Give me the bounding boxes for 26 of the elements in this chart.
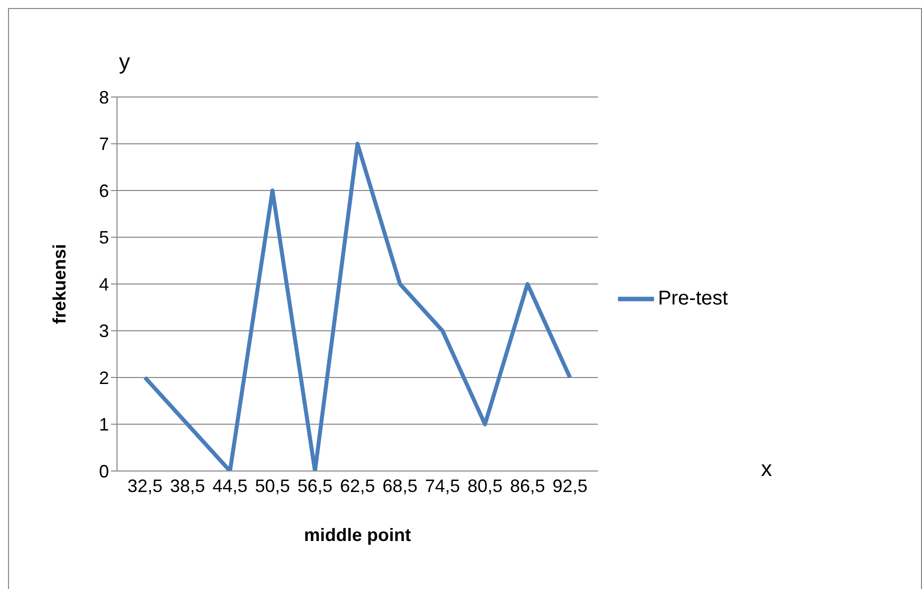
y-tick-label: 5 (98, 228, 109, 248)
y-tick-label: 4 (98, 274, 109, 294)
y-tick-label: 6 (98, 180, 109, 201)
x-tick-label: 92,5 (552, 476, 588, 496)
x-axis-title: middle point (304, 525, 411, 545)
line-series (143, 142, 572, 471)
x-tick-label: 80,5 (467, 476, 502, 496)
x-tick-label: 32,5 (127, 476, 163, 496)
y-tick-label: 8 (98, 87, 109, 108)
y-tick-label: 0 (98, 461, 109, 482)
x-tick-label: 62,5 (340, 476, 376, 496)
y-axis-title: frekuensi (49, 244, 70, 324)
x-tick-label: 68,5 (382, 476, 418, 496)
x-tick-label: 74,5 (424, 476, 460, 496)
x-tick-label: 38,5 (170, 476, 206, 496)
x-tick-label: 56,5 (297, 476, 333, 496)
y-tick-label: 2 (98, 368, 109, 388)
y-tick-label: 3 (98, 321, 109, 342)
y-tick-label: 1 (98, 414, 109, 435)
legend-label: Pre-test (658, 287, 728, 310)
x-tick-label: 44,5 (212, 476, 248, 496)
text: y (119, 49, 130, 75)
text: x (761, 456, 772, 482)
x-tick-label: 50,5 (254, 476, 290, 496)
y-tick-label: 7 (98, 134, 109, 154)
x-tick-label: 86,5 (510, 476, 545, 496)
